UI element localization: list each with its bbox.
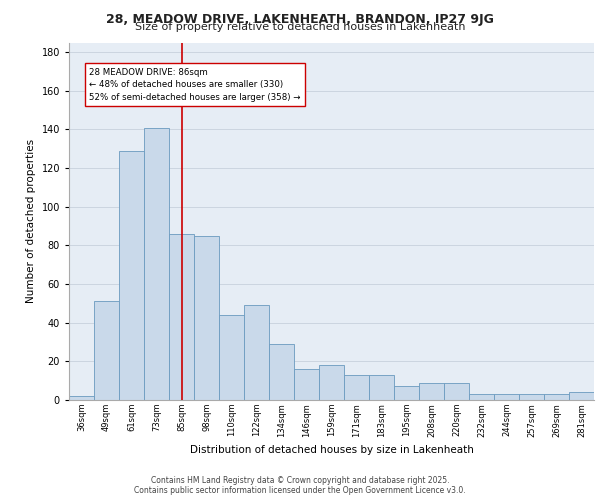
Bar — [219, 315, 244, 400]
Bar — [394, 386, 419, 400]
Text: Contains HM Land Registry data © Crown copyright and database right 2025.
Contai: Contains HM Land Registry data © Crown c… — [134, 476, 466, 495]
Bar — [344, 375, 369, 400]
Bar — [269, 344, 294, 400]
Bar — [519, 394, 544, 400]
Bar — [169, 234, 194, 400]
Bar — [244, 306, 269, 400]
Text: Size of property relative to detached houses in Lakenheath: Size of property relative to detached ho… — [135, 22, 465, 32]
Bar — [494, 394, 519, 400]
Bar — [294, 369, 319, 400]
Bar — [119, 150, 144, 400]
Text: 28, MEADOW DRIVE, LAKENHEATH, BRANDON, IP27 9JG: 28, MEADOW DRIVE, LAKENHEATH, BRANDON, I… — [106, 12, 494, 26]
Bar — [469, 394, 494, 400]
Bar — [544, 394, 569, 400]
Bar — [419, 382, 444, 400]
Bar — [94, 302, 119, 400]
Bar — [144, 128, 169, 400]
Bar — [369, 375, 394, 400]
Bar — [319, 365, 344, 400]
Y-axis label: Number of detached properties: Number of detached properties — [26, 139, 36, 304]
Text: 28 MEADOW DRIVE: 86sqm
← 48% of detached houses are smaller (330)
52% of semi-de: 28 MEADOW DRIVE: 86sqm ← 48% of detached… — [89, 68, 301, 102]
Bar — [444, 382, 469, 400]
X-axis label: Distribution of detached houses by size in Lakenheath: Distribution of detached houses by size … — [190, 445, 473, 455]
Bar — [569, 392, 594, 400]
Bar — [194, 236, 219, 400]
Bar — [69, 396, 94, 400]
